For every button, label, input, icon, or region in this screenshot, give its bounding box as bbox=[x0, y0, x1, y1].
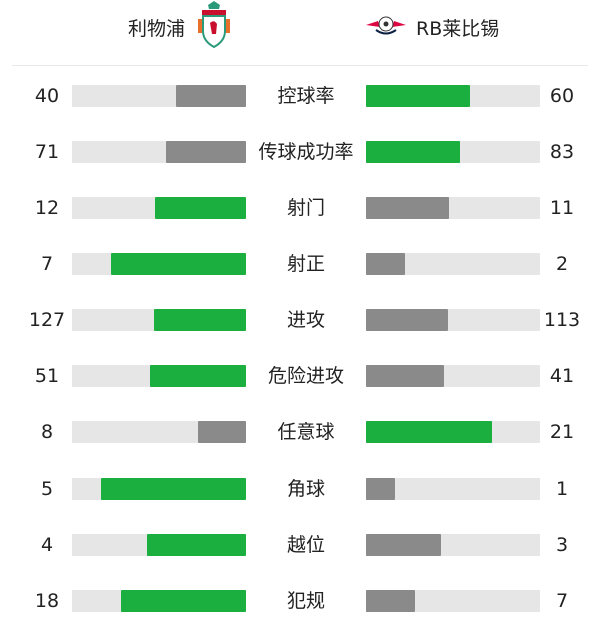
stat-row: 51 危险进攻 41 bbox=[0, 364, 600, 388]
match-header: 利物浦 RB莱比锡 bbox=[0, 0, 600, 64]
away-value: 21 bbox=[549, 421, 575, 443]
away-value: 3 bbox=[555, 534, 569, 556]
stat-row: 71 传球成功率 83 bbox=[0, 140, 600, 164]
home-bar-track bbox=[72, 141, 246, 163]
stat-row: 18 犯规 7 bbox=[0, 589, 600, 613]
home-bar-fill bbox=[110, 253, 246, 275]
away-value: 7 bbox=[555, 590, 569, 612]
away-bar-fill bbox=[366, 253, 405, 275]
away-bar-track bbox=[366, 365, 540, 387]
away-bar-track bbox=[366, 253, 540, 275]
away-value: 41 bbox=[549, 365, 575, 387]
stat-label: 进攻 bbox=[286, 309, 325, 331]
away-bar-track bbox=[366, 141, 540, 163]
away-bar-track bbox=[366, 478, 540, 500]
stat-label: 控球率 bbox=[277, 85, 335, 107]
home-team-name: 利物浦 bbox=[128, 17, 186, 40]
home-bar-track bbox=[72, 197, 246, 219]
stat-label: 角球 bbox=[286, 478, 325, 500]
away-bar-fill bbox=[366, 534, 441, 556]
away-value: 83 bbox=[549, 141, 575, 163]
liverpool-crest-icon bbox=[197, 0, 231, 54]
home-bar-fill bbox=[146, 534, 246, 556]
away-value: 1 bbox=[555, 478, 569, 500]
away-bar-track bbox=[366, 309, 540, 331]
away-bar-track bbox=[366, 590, 540, 612]
home-bar-track bbox=[72, 590, 246, 612]
away-bar-track bbox=[366, 421, 540, 443]
stat-row: 12 射门 11 bbox=[0, 196, 600, 220]
home-bar-track bbox=[72, 421, 246, 443]
away-bar-fill bbox=[366, 197, 450, 219]
home-bar-fill bbox=[153, 309, 246, 331]
stat-label: 任意球 bbox=[277, 421, 335, 443]
away-bar-fill bbox=[366, 421, 492, 443]
home-bar-track bbox=[72, 85, 246, 107]
home-value: 71 bbox=[34, 141, 60, 163]
home-bar-track bbox=[72, 478, 246, 500]
home-bar-fill bbox=[101, 478, 246, 500]
away-bar-fill bbox=[366, 478, 395, 500]
away-value: 60 bbox=[549, 85, 575, 107]
stat-row: 40 控球率 60 bbox=[0, 84, 600, 108]
home-bar-fill bbox=[198, 421, 246, 443]
away-bar-track bbox=[366, 197, 540, 219]
home-bar-track bbox=[72, 365, 246, 387]
away-bar-fill bbox=[366, 141, 460, 163]
stat-label: 犯规 bbox=[286, 590, 325, 612]
home-bar-track bbox=[72, 534, 246, 556]
away-bar-track bbox=[366, 534, 540, 556]
away-bar-fill bbox=[366, 85, 471, 107]
stat-row: 7 射正 2 bbox=[0, 252, 600, 276]
home-bar-fill bbox=[120, 590, 246, 612]
home-bar-track bbox=[72, 309, 246, 331]
stat-label: 传球成功率 bbox=[258, 141, 354, 163]
stat-row: 5 角球 1 bbox=[0, 477, 600, 501]
home-bar-track bbox=[72, 253, 246, 275]
home-value: 5 bbox=[40, 478, 54, 500]
away-bar-fill bbox=[366, 309, 448, 331]
home-value: 12 bbox=[34, 197, 60, 219]
home-value: 127 bbox=[28, 309, 66, 331]
home-bar-fill bbox=[176, 85, 246, 107]
home-value: 7 bbox=[40, 253, 54, 275]
stat-row: 127 进攻 113 bbox=[0, 308, 600, 332]
home-bar-fill bbox=[149, 365, 246, 387]
away-team-name: RB莱比锡 bbox=[416, 17, 500, 40]
rb-leipzig-crest-icon bbox=[364, 13, 408, 42]
stat-row: 4 越位 3 bbox=[0, 533, 600, 557]
home-value: 51 bbox=[34, 365, 60, 387]
away-team[interactable]: RB莱比锡 bbox=[364, 12, 499, 42]
home-value: 40 bbox=[34, 85, 60, 107]
home-value: 8 bbox=[40, 421, 54, 443]
away-value: 113 bbox=[543, 309, 581, 331]
stat-label: 越位 bbox=[286, 534, 325, 556]
divider bbox=[12, 65, 588, 66]
home-bar-fill bbox=[155, 197, 246, 219]
stat-label: 危险进攻 bbox=[267, 365, 344, 387]
away-value: 2 bbox=[555, 253, 569, 275]
stat-label: 射正 bbox=[286, 253, 325, 275]
away-bar-fill bbox=[366, 365, 444, 387]
away-bar-track bbox=[366, 85, 540, 107]
stat-row: 8 任意球 21 bbox=[0, 420, 600, 444]
away-value: 11 bbox=[549, 197, 575, 219]
home-team[interactable]: 利物浦 bbox=[128, 0, 231, 48]
stat-label: 射门 bbox=[286, 197, 325, 219]
home-value: 4 bbox=[40, 534, 54, 556]
home-value: 18 bbox=[34, 590, 60, 612]
away-bar-fill bbox=[366, 590, 415, 612]
home-bar-fill bbox=[165, 141, 246, 163]
